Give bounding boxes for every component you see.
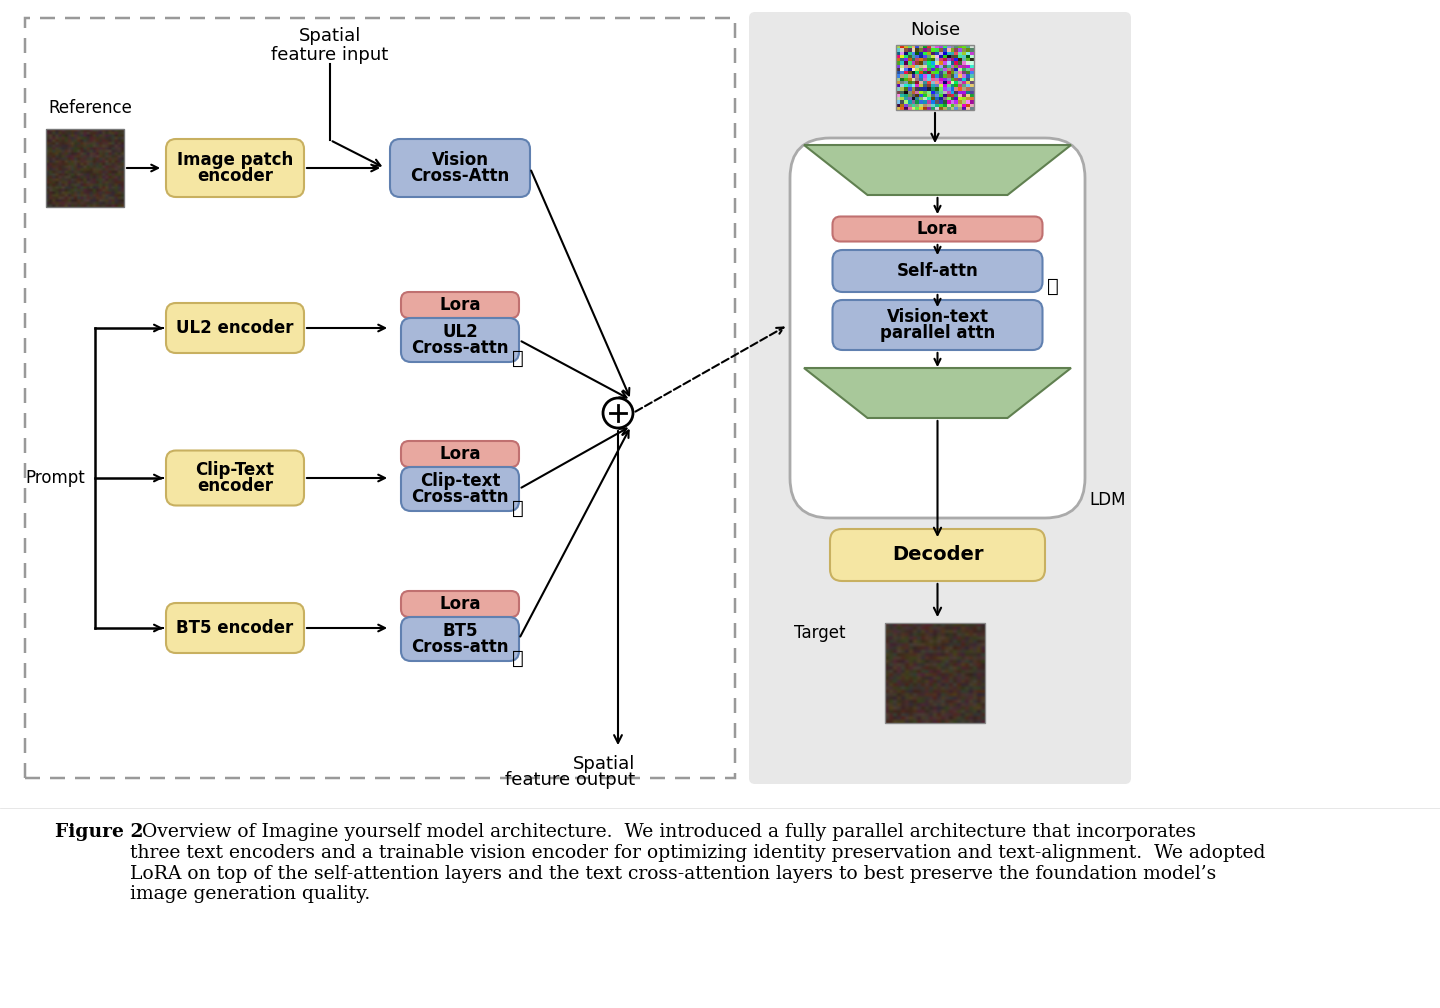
- Polygon shape: [804, 145, 1071, 195]
- FancyBboxPatch shape: [166, 139, 304, 197]
- Text: Cross-Attn: Cross-Attn: [410, 167, 510, 185]
- Text: Decoder: Decoder: [891, 545, 984, 564]
- Text: Overview of Imagine yourself model architecture.  We introduced a fully parallel: Overview of Imagine yourself model archi…: [130, 823, 1266, 903]
- Polygon shape: [804, 368, 1071, 418]
- Text: BT5: BT5: [442, 622, 478, 640]
- FancyBboxPatch shape: [24, 18, 734, 778]
- FancyBboxPatch shape: [166, 303, 304, 353]
- Text: Vision-text: Vision-text: [887, 308, 988, 326]
- Text: Lora: Lora: [439, 445, 481, 463]
- Text: Spatial: Spatial: [300, 27, 361, 45]
- Text: Lora: Lora: [917, 220, 958, 238]
- Text: UL2: UL2: [442, 323, 478, 341]
- Text: Lora: Lora: [439, 595, 481, 613]
- Text: encoder: encoder: [197, 477, 274, 495]
- Text: Clip-text: Clip-text: [420, 472, 500, 490]
- Text: Noise: Noise: [910, 21, 960, 39]
- Text: Prompt: Prompt: [24, 469, 85, 487]
- FancyBboxPatch shape: [166, 451, 304, 505]
- Text: Cross-attn: Cross-attn: [412, 638, 508, 656]
- FancyBboxPatch shape: [400, 591, 518, 617]
- Text: 🧊: 🧊: [1047, 276, 1058, 295]
- FancyBboxPatch shape: [749, 12, 1130, 784]
- Text: Cross-attn: Cross-attn: [412, 339, 508, 357]
- Text: Reference: Reference: [48, 99, 132, 117]
- FancyBboxPatch shape: [166, 603, 304, 653]
- Text: Spatial: Spatial: [573, 755, 635, 773]
- FancyBboxPatch shape: [400, 292, 518, 318]
- Text: Lora: Lora: [439, 296, 481, 314]
- Text: 🧊: 🧊: [513, 648, 524, 667]
- Text: Target: Target: [795, 624, 845, 642]
- Text: Image patch: Image patch: [177, 151, 294, 169]
- Text: UL2 encoder: UL2 encoder: [176, 319, 294, 337]
- FancyBboxPatch shape: [832, 300, 1043, 350]
- Text: Figure 2: Figure 2: [55, 823, 144, 841]
- Text: 🧊: 🧊: [513, 349, 524, 368]
- Text: Clip-Text: Clip-Text: [196, 461, 275, 479]
- Text: LDM: LDM: [1089, 491, 1126, 509]
- FancyBboxPatch shape: [400, 442, 518, 467]
- Text: Vision: Vision: [432, 151, 488, 169]
- Text: encoder: encoder: [197, 167, 274, 185]
- Text: Self-attn: Self-attn: [897, 262, 978, 280]
- Text: parallel attn: parallel attn: [880, 324, 995, 342]
- FancyBboxPatch shape: [829, 529, 1045, 581]
- Text: 🧊: 🧊: [513, 499, 524, 517]
- FancyBboxPatch shape: [400, 318, 518, 362]
- FancyBboxPatch shape: [400, 467, 518, 511]
- FancyBboxPatch shape: [791, 138, 1084, 518]
- Text: Cross-attn: Cross-attn: [412, 488, 508, 506]
- Text: BT5 encoder: BT5 encoder: [176, 619, 294, 637]
- FancyBboxPatch shape: [390, 139, 530, 197]
- Text: feature input: feature input: [271, 46, 389, 64]
- FancyBboxPatch shape: [400, 617, 518, 661]
- FancyBboxPatch shape: [832, 250, 1043, 292]
- Text: feature output: feature output: [505, 771, 635, 789]
- FancyBboxPatch shape: [832, 217, 1043, 242]
